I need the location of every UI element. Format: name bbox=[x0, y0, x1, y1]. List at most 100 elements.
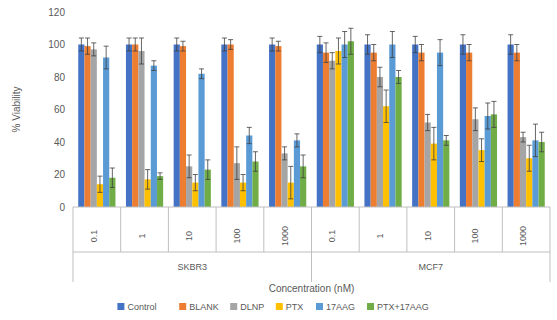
error-stem bbox=[160, 173, 161, 180]
error-cap bbox=[330, 68, 335, 69]
error-stem bbox=[147, 170, 148, 190]
error-bar bbox=[193, 175, 198, 191]
error-stem bbox=[290, 166, 291, 199]
bar bbox=[281, 153, 287, 207]
error-stem bbox=[141, 38, 142, 64]
y-tick-label: 100 bbox=[48, 39, 65, 50]
bar bbox=[491, 114, 497, 207]
error-cap bbox=[139, 38, 144, 39]
bar bbox=[508, 45, 514, 208]
error-cap bbox=[365, 34, 370, 35]
bar bbox=[138, 51, 144, 207]
error-cap bbox=[330, 52, 335, 53]
error-cap bbox=[234, 179, 239, 180]
bar bbox=[157, 176, 163, 207]
error-stem bbox=[367, 35, 368, 55]
legend-label: 17AAG bbox=[326, 302, 355, 312]
error-cap bbox=[276, 51, 281, 52]
plot-area bbox=[78, 28, 545, 207]
error-bar bbox=[390, 32, 395, 58]
chart: 020406080100120% Viability0.111010010000… bbox=[0, 0, 557, 320]
error-bar bbox=[365, 35, 370, 55]
error-cap bbox=[539, 151, 544, 152]
error-bar bbox=[539, 132, 544, 152]
error-bar bbox=[85, 38, 90, 54]
error-cap bbox=[253, 171, 258, 172]
error-stem bbox=[523, 132, 524, 142]
bar bbox=[275, 46, 281, 207]
error-bar bbox=[317, 36, 322, 52]
error-cap bbox=[187, 177, 192, 178]
error-bar bbox=[270, 38, 275, 51]
x-tick-label: 10 bbox=[184, 231, 194, 241]
error-cap bbox=[438, 39, 443, 40]
error-cap bbox=[288, 166, 293, 167]
error-cap bbox=[371, 44, 376, 45]
error-stem bbox=[230, 40, 231, 50]
error-bar bbox=[158, 173, 163, 180]
error-bar bbox=[110, 168, 115, 188]
bar bbox=[228, 45, 234, 208]
error-cap bbox=[301, 155, 306, 156]
y-tick-label: 40 bbox=[54, 137, 66, 148]
bar bbox=[198, 74, 204, 207]
bar bbox=[443, 140, 449, 207]
error-cap bbox=[247, 143, 252, 144]
error-stem bbox=[87, 38, 88, 54]
error-cap bbox=[317, 52, 322, 53]
error-stem bbox=[224, 38, 225, 51]
error-bar bbox=[234, 147, 239, 180]
error-cap bbox=[187, 155, 192, 156]
error-cap bbox=[485, 103, 490, 104]
error-stem bbox=[440, 40, 441, 66]
bar bbox=[520, 137, 526, 207]
error-cap bbox=[377, 86, 382, 87]
group-separator bbox=[550, 207, 551, 282]
bar bbox=[342, 45, 348, 208]
error-cap bbox=[158, 172, 163, 173]
error-bar bbox=[139, 38, 144, 64]
error-stem bbox=[427, 114, 428, 130]
error-cap bbox=[485, 129, 490, 130]
error-stem bbox=[373, 45, 374, 61]
error-cap bbox=[377, 67, 382, 68]
error-bar bbox=[336, 38, 341, 64]
bar bbox=[91, 49, 97, 207]
bar bbox=[389, 45, 395, 208]
error-cap bbox=[527, 171, 532, 172]
bar bbox=[377, 77, 383, 207]
category-separator bbox=[168, 207, 169, 252]
error-bar bbox=[330, 53, 335, 69]
error-cap bbox=[444, 135, 449, 136]
x-axis-title: Concentration (nM) bbox=[269, 283, 355, 294]
bar bbox=[323, 53, 329, 207]
category-separator bbox=[359, 207, 360, 252]
error-bar bbox=[104, 46, 109, 69]
error-cap bbox=[425, 114, 430, 115]
category-separator bbox=[216, 207, 217, 252]
error-bar bbox=[467, 45, 472, 61]
bar bbox=[364, 45, 370, 208]
error-bar bbox=[431, 127, 436, 160]
error-cap bbox=[97, 192, 102, 193]
legend-label: Control bbox=[127, 302, 156, 312]
legend-swatch bbox=[117, 303, 124, 310]
error-bar bbox=[377, 67, 382, 87]
error-bar bbox=[521, 132, 526, 142]
error-stem bbox=[99, 176, 100, 192]
error-cap bbox=[419, 60, 424, 61]
error-stem bbox=[433, 127, 434, 160]
error-stem bbox=[446, 136, 447, 146]
error-cap bbox=[384, 90, 389, 91]
error-bar bbox=[180, 41, 185, 51]
error-bar bbox=[187, 155, 192, 178]
bar bbox=[151, 66, 157, 207]
error-bar bbox=[127, 38, 132, 51]
y-tick-label: 120 bbox=[48, 7, 65, 18]
error-cap bbox=[199, 78, 204, 79]
error-bar bbox=[97, 176, 102, 192]
x-tick-label: 1000 bbox=[518, 226, 528, 246]
error-cap bbox=[444, 145, 449, 146]
error-cap bbox=[491, 127, 496, 128]
x-tick-label: 1 bbox=[137, 233, 147, 238]
